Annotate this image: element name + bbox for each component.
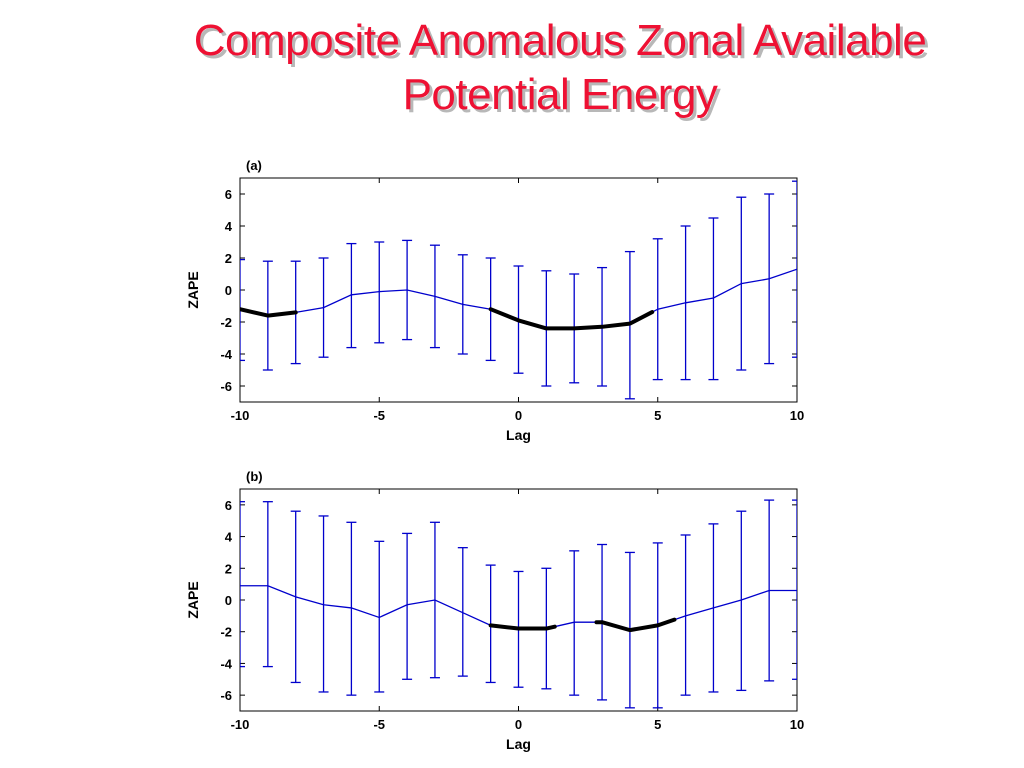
y-tick-label: 0 (225, 593, 232, 608)
error-bar (240, 501, 245, 668)
error-bar (346, 521, 357, 696)
y-tick-label: 0 (225, 283, 232, 298)
error-bar (346, 242, 357, 349)
highlighted-segment (488, 623, 557, 631)
x-tick-label: -5 (373, 717, 385, 732)
y-tick-label: -6 (220, 379, 232, 394)
y-tick-label: 6 (225, 498, 232, 513)
x-tick-label: 0 (515, 408, 522, 423)
slide-title-line-2: Potential Energy (402, 70, 718, 119)
slide-title: Composite Anomalous Zonal Available Pote… (90, 14, 1024, 122)
x-tick-label: 5 (654, 717, 661, 732)
error-bar (792, 499, 797, 680)
chart-panel-b: -10 -5 0 5 10 -6 -4 -2 0 2 4 6 Lag ZAPE (b) (0, 465, 1024, 768)
y-tick-label: -4 (220, 656, 232, 671)
y-tick-label: 4 (225, 219, 233, 234)
error-bar (374, 540, 385, 693)
highlighted-segment (594, 617, 677, 633)
error-bar (262, 501, 273, 668)
highlighted-segment (240, 307, 298, 318)
chart-svg: -10 -5 0 5 10 -6 -4 -2 0 2 4 6 Lag ZAPE (b) (185, 469, 804, 752)
x-tick-label: -10 (231, 717, 250, 732)
error-bar (680, 534, 691, 696)
error-bar (736, 510, 747, 692)
error-bar (708, 217, 719, 381)
error-bar (240, 258, 245, 362)
error-bar (569, 550, 580, 696)
y-tick-label: -6 (220, 688, 232, 703)
x-tick-label: 10 (790, 717, 804, 732)
error-bar (457, 547, 468, 677)
x-axis-title: Lag (506, 427, 531, 443)
slide-title-line-1: Composite Anomalous Zonal Available (193, 16, 927, 65)
x-tick-label: 0 (515, 717, 522, 732)
error-bar (402, 532, 413, 680)
highlighted-segment (488, 307, 655, 331)
y-tick-label: 4 (225, 530, 233, 545)
y-axis-title: ZAPE (185, 271, 201, 308)
y-tick-label: 2 (225, 561, 232, 576)
y-tick-label: -2 (220, 625, 232, 640)
chart-svg: -10 -5 0 5 10 -6 -4 -2 0 2 4 6 Lag ZAPE (a) (185, 158, 804, 443)
error-bar (374, 241, 385, 344)
y-axis-title: ZAPE (185, 581, 201, 618)
error-bar (318, 515, 329, 693)
y-tick-label: -4 (220, 347, 232, 362)
y-tick-label: -2 (220, 315, 232, 330)
error-bar (792, 180, 797, 358)
x-axis-title: Lag (506, 736, 531, 752)
y-tick-label: 2 (225, 251, 232, 266)
x-tick-label: 10 (790, 408, 804, 423)
panel-label: (a) (246, 158, 262, 173)
x-tick-label: -5 (373, 408, 385, 423)
y-tick-label: 6 (225, 187, 232, 202)
panel-label: (b) (246, 469, 263, 484)
x-tick-label: 5 (654, 408, 661, 423)
x-tick-label: -10 (231, 408, 250, 423)
chart-panel-a: -10 -5 0 5 10 -6 -4 -2 0 2 4 6 Lag ZAPE (a) (0, 150, 1024, 455)
